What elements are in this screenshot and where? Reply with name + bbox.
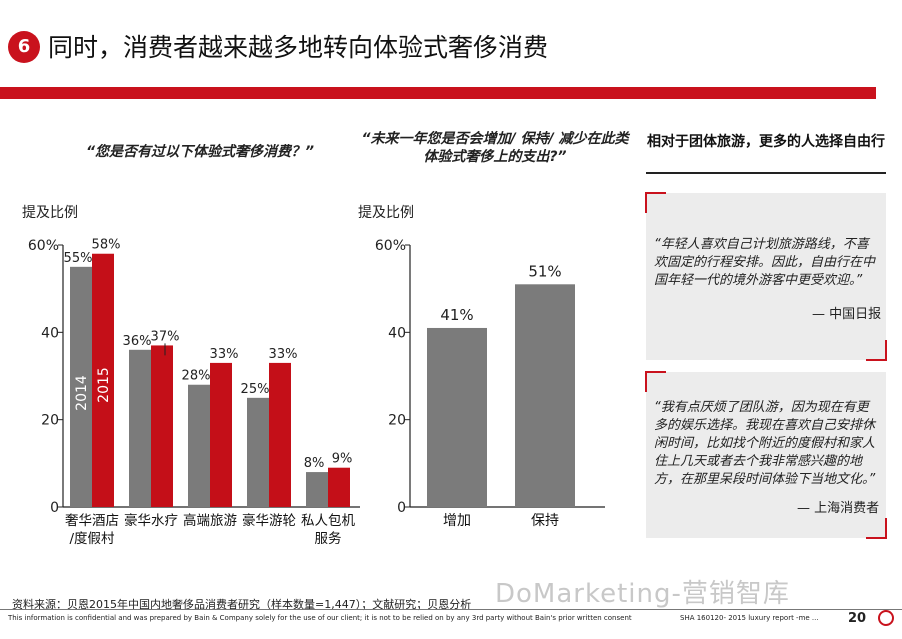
chart1-bar-2015-1 — [92, 253, 114, 507]
chart1-category-label: /度假村 — [69, 531, 115, 547]
chart2-bar-2 — [515, 284, 575, 507]
chart2-question: “未来一年您是否会增加/ 保持/ 减少在此类体验式奢侈上的支出?” — [361, 131, 629, 165]
chart1-value-label: 8% — [304, 456, 325, 471]
right-panel-heading: 相对于团体旅游，更多的人选择自由行 — [647, 134, 885, 150]
chart1-bar-2014-5 — [306, 472, 328, 507]
page-number: 20 — [848, 611, 867, 626]
chart1-svg: 0 20 40 60% 55%58% 奢华酒店/度假村 36% 37% 豪华水疗 28% 33% 高端… — [28, 238, 360, 547]
quote-text-1: “年轻人喜欢自己计划旅游路线，不喜欢固定的行程安排。因此，自由行在中国年轻一代的… — [654, 237, 876, 288]
chart2-category-label: 增加 — [443, 513, 471, 529]
quote-corner-bottom-right-1 — [866, 340, 887, 361]
source-note: 资料来源：贝恩2015年中国内地奢侈品消费者研究（样本数量=1,447）；文献研… — [12, 598, 472, 611]
chart1-bar-2015-2 — [151, 345, 173, 507]
chart1-category-label: 私人包机 — [301, 513, 355, 529]
chart1-y-tick-label: 0 — [50, 500, 59, 516]
chart1-category-label: 奢华酒店 — [65, 513, 119, 529]
chart1-value-label: 55% — [64, 251, 93, 266]
chart1-value-label: 28% — [182, 369, 211, 384]
doc-reference: SHA 160120- 2015 luxury report -me ... — [680, 614, 819, 622]
quote-corner-top-left-1 — [645, 192, 666, 213]
chart1-bar-2014-3 — [188, 384, 210, 507]
chart1-ylabel: 提及比例 — [22, 205, 78, 221]
chart1-bar-2014-2 — [129, 349, 151, 507]
chart2-y-tick-label: 0 — [397, 500, 406, 516]
chart2-y-tick-label: 20 — [388, 413, 406, 429]
chart1-bar-2015-4 — [269, 362, 291, 507]
chart1-category-label: 服务 — [315, 531, 342, 547]
right-panel-divider — [646, 172, 886, 174]
chart1-value-label: 9% — [332, 452, 353, 467]
chart1-y-tick-label: 60% — [28, 238, 59, 254]
chart2-ylabel: 提及比例 — [358, 205, 414, 221]
confidential-notice: This information is confidential and was… — [8, 614, 632, 622]
chart2-category-label: 保持 — [531, 513, 559, 529]
chart1-bar-2014-4 — [247, 397, 269, 507]
quote-corner-bottom-right-2 — [866, 518, 887, 539]
chart1-bar-2015-3 — [210, 362, 232, 507]
chart1-value-label: 25% — [241, 382, 270, 397]
chart1-series-label-2014: 2014 — [74, 375, 90, 411]
chart1-bar-2014-1 — [70, 266, 92, 507]
chart1-value-label: 33% — [269, 347, 298, 362]
quote-text-2: “我有点厌烦了团队游，因为现在有更多的娱乐选择。我现在喜欢自己安排休闲时间，比如… — [654, 400, 876, 487]
chart1-value-label: 37% — [151, 329, 180, 344]
section-number-badge: 6 — [8, 31, 40, 63]
chart1-value-label: 58% — [92, 238, 121, 253]
chart1-y-tick-label: 20 — [41, 413, 59, 429]
chart1-value-label: 36% — [123, 334, 152, 349]
page-title: 同时，消费者越来越多地转向体验式奢侈消费 — [48, 33, 549, 62]
chart2-y-tick-label: 60% — [375, 238, 406, 254]
quote-source-2: — 上海消费者 — [797, 501, 880, 516]
quote-box-1 — [646, 193, 886, 360]
chart1-question: “您是否有过以下体验式奢侈消费？” — [85, 144, 315, 160]
chart1-value-label: 33% — [210, 347, 239, 362]
quote-source-1: — 中国日报 — [812, 307, 882, 322]
chart2-value-label: 51% — [528, 262, 561, 280]
footer-divider — [0, 609, 902, 610]
bain-logo-icon — [878, 610, 894, 626]
chart1-series-label-2015: 2015 — [96, 367, 112, 403]
chart1-category-label: 豪华游轮 — [242, 513, 296, 529]
watermark: DoMarketing-营销智库 — [495, 579, 790, 609]
chart2-bar-1 — [427, 327, 487, 507]
header-red-bar — [0, 87, 876, 99]
quote-corner-top-left-2 — [645, 371, 666, 392]
chart2-value-label: 41% — [440, 306, 473, 324]
chart2-y-tick-label: 40 — [388, 325, 406, 341]
chart1-y-tick-label: 40 — [41, 325, 59, 341]
chart1-category-label: 豪华水疗 — [124, 513, 178, 529]
chart2-svg: 0 20 40 60% 41% 增加 51% 保持 — [375, 238, 605, 529]
chart1-bar-2015-5 — [328, 467, 350, 507]
chart1-category-label: 高端旅游 — [183, 512, 237, 529]
quote-box-2 — [646, 372, 886, 538]
